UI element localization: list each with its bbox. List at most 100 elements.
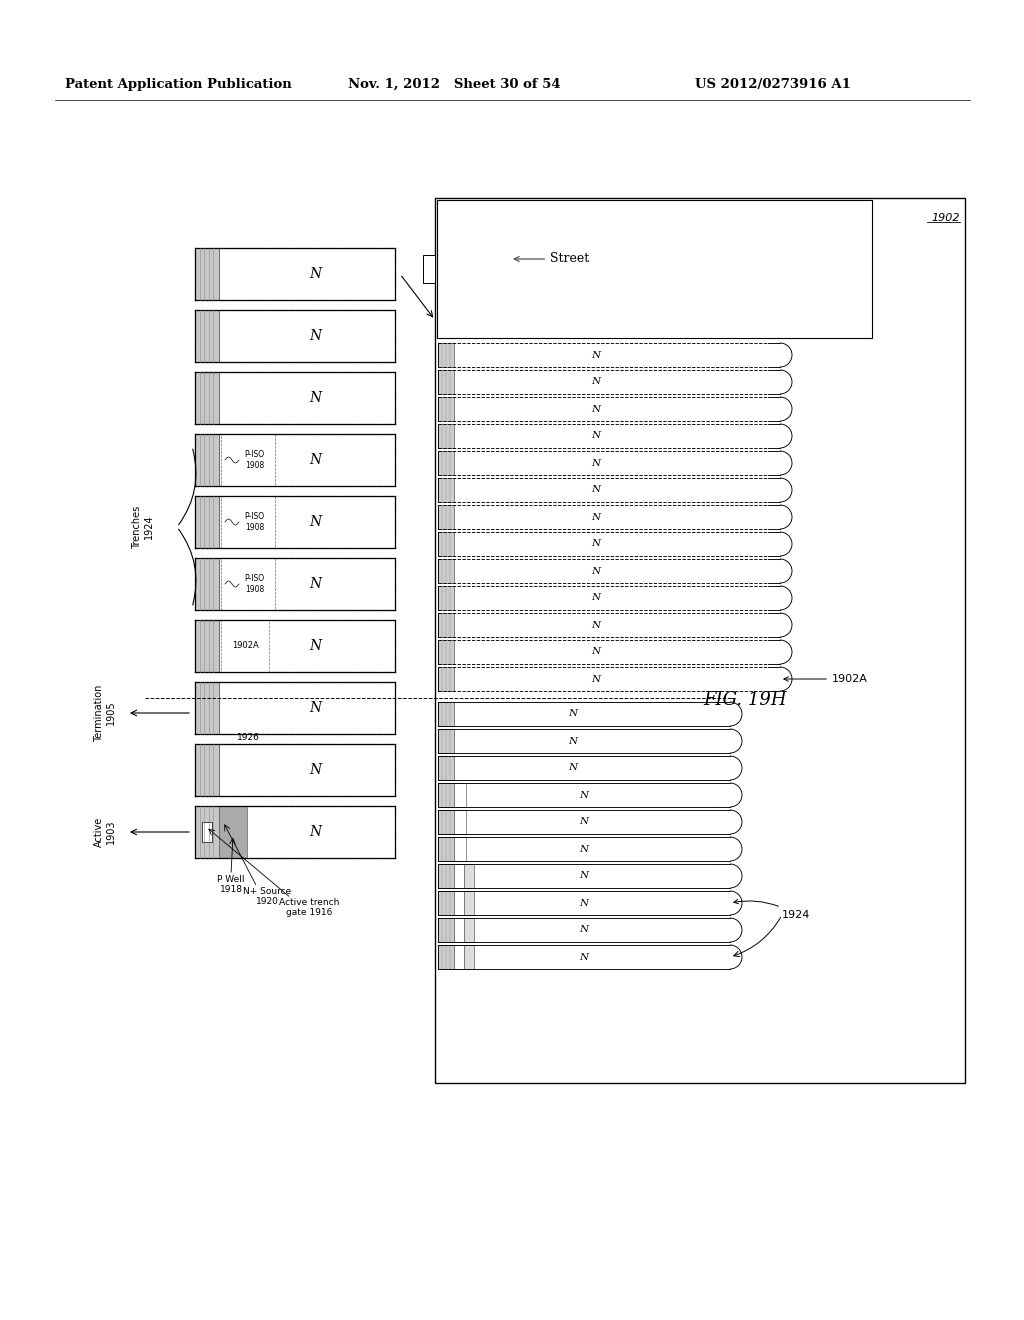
Bar bbox=[195, 682, 219, 734]
Text: N: N bbox=[309, 453, 322, 467]
Text: US 2012/0273916 A1: US 2012/0273916 A1 bbox=[695, 78, 851, 91]
Bar bbox=[454, 810, 466, 834]
Text: N: N bbox=[309, 701, 322, 715]
Text: N: N bbox=[591, 620, 600, 630]
Text: N: N bbox=[580, 845, 589, 854]
Bar bbox=[195, 434, 395, 486]
Text: N: N bbox=[309, 329, 322, 343]
Bar bbox=[464, 945, 474, 969]
Text: 1902A: 1902A bbox=[231, 642, 258, 651]
Bar bbox=[438, 917, 454, 942]
Bar bbox=[221, 434, 275, 486]
Bar bbox=[454, 917, 464, 942]
Text: N: N bbox=[591, 486, 600, 495]
Bar bbox=[202, 821, 212, 842]
Bar bbox=[195, 496, 395, 548]
Bar bbox=[464, 917, 474, 942]
Bar bbox=[438, 397, 454, 421]
Bar bbox=[221, 496, 275, 548]
Bar bbox=[195, 496, 219, 548]
Bar bbox=[438, 837, 454, 861]
Bar bbox=[454, 783, 466, 807]
Bar bbox=[195, 620, 219, 672]
Bar bbox=[438, 810, 454, 834]
Bar bbox=[219, 807, 247, 858]
Text: N: N bbox=[591, 648, 600, 656]
Text: N: N bbox=[580, 953, 589, 961]
Bar bbox=[195, 807, 395, 858]
Text: P-ISO
1908: P-ISO 1908 bbox=[245, 574, 264, 594]
Text: N: N bbox=[591, 458, 600, 467]
Text: P-ISO
1908: P-ISO 1908 bbox=[245, 450, 264, 470]
Text: FIG. 19H: FIG. 19H bbox=[703, 690, 786, 709]
Text: N: N bbox=[591, 566, 600, 576]
Text: N: N bbox=[591, 594, 600, 602]
Text: N: N bbox=[580, 791, 589, 800]
Bar bbox=[195, 372, 219, 424]
Text: 1902A: 1902A bbox=[783, 675, 868, 684]
Bar bbox=[195, 558, 395, 610]
Text: Termination
1905: Termination 1905 bbox=[94, 684, 116, 742]
Text: 1926: 1926 bbox=[237, 733, 260, 742]
Text: N: N bbox=[309, 825, 322, 840]
Text: N: N bbox=[580, 817, 589, 826]
Bar bbox=[454, 891, 464, 915]
Bar bbox=[438, 506, 454, 529]
Text: P Well
1918: P Well 1918 bbox=[217, 875, 245, 895]
Text: Patent Application Publication: Patent Application Publication bbox=[65, 78, 292, 91]
Bar bbox=[454, 945, 464, 969]
Bar bbox=[438, 424, 454, 447]
Bar bbox=[195, 434, 219, 486]
Bar bbox=[438, 478, 454, 502]
Text: N: N bbox=[591, 540, 600, 549]
Text: N: N bbox=[591, 404, 600, 413]
Bar bbox=[438, 370, 454, 393]
Bar bbox=[438, 865, 454, 888]
Bar bbox=[438, 640, 454, 664]
Bar bbox=[195, 682, 395, 734]
Text: Trenches
1924: Trenches 1924 bbox=[132, 506, 154, 549]
Text: N: N bbox=[309, 639, 322, 653]
Text: N: N bbox=[591, 351, 600, 359]
Bar bbox=[438, 891, 454, 915]
Bar bbox=[437, 201, 872, 338]
Bar bbox=[438, 729, 454, 752]
Bar bbox=[438, 532, 454, 556]
Text: N: N bbox=[568, 710, 578, 718]
Text: N: N bbox=[309, 267, 322, 281]
Bar bbox=[195, 807, 219, 858]
Bar bbox=[454, 865, 464, 888]
Bar bbox=[464, 891, 474, 915]
Bar bbox=[195, 310, 395, 362]
Text: N: N bbox=[309, 391, 322, 405]
Bar bbox=[423, 255, 435, 282]
Text: 1902: 1902 bbox=[932, 213, 961, 223]
Text: Active trench
gate 1916: Active trench gate 1916 bbox=[279, 898, 339, 917]
Bar bbox=[221, 620, 269, 672]
Bar bbox=[438, 702, 454, 726]
Text: N: N bbox=[580, 871, 589, 880]
Text: N: N bbox=[580, 899, 589, 908]
Text: Active
1903: Active 1903 bbox=[94, 817, 116, 847]
Text: Street: Street bbox=[514, 252, 589, 265]
Bar bbox=[454, 837, 466, 861]
Text: N: N bbox=[591, 675, 600, 684]
Bar bbox=[195, 372, 395, 424]
Text: Nov. 1, 2012   Sheet 30 of 54: Nov. 1, 2012 Sheet 30 of 54 bbox=[348, 78, 560, 91]
Bar bbox=[195, 620, 395, 672]
Bar bbox=[438, 343, 454, 367]
Bar bbox=[195, 744, 219, 796]
Text: N: N bbox=[591, 432, 600, 441]
Bar bbox=[195, 744, 395, 796]
Bar bbox=[438, 667, 454, 690]
Bar bbox=[195, 248, 219, 300]
Bar bbox=[438, 612, 454, 638]
Text: 1924: 1924 bbox=[734, 899, 810, 920]
Bar bbox=[195, 558, 219, 610]
Bar bbox=[438, 945, 454, 969]
Bar bbox=[435, 198, 965, 1082]
Text: N: N bbox=[591, 512, 600, 521]
Bar bbox=[438, 586, 454, 610]
Bar bbox=[438, 783, 454, 807]
Bar bbox=[438, 558, 454, 583]
